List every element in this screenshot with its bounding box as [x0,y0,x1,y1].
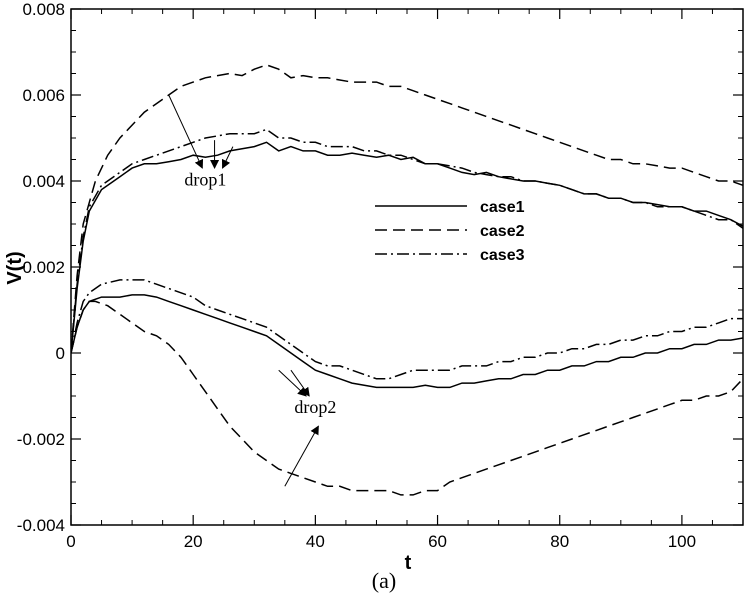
annotation-arrow-drop2 [290,369,310,397]
x-tick-label: 60 [428,532,447,551]
x-tick-label: 100 [668,532,696,551]
x-tick-label: 0 [66,532,75,551]
annotation-label-drop2: drop2 [294,397,336,417]
y-tick-label: 0.002 [22,258,65,277]
plot-frame [70,8,744,526]
legend-label-case3: case3 [480,247,525,264]
series-line-case3-drop1 [71,128,743,354]
figure-caption: (a) [372,568,396,593]
legend-label-case1: case1 [480,199,525,216]
legend: case1 case2 case3 [375,199,525,264]
y-tick-label: -0.004 [17,516,65,535]
y-tick-label: 0 [56,344,65,363]
annotation-arrow-drop1 [221,146,234,169]
annotation-arrow-drop2 [284,425,319,487]
y-tick-label: 0.006 [22,86,65,105]
x-axis-title: t [405,552,412,574]
series-line-case1-drop1 [71,141,743,354]
annotation-label-drop1: drop1 [184,169,226,189]
y-tick-label: 0.008 [22,0,65,19]
x-tick-label: 40 [306,532,325,551]
annotation-arrow-drop1 [168,94,204,169]
series-line-case3-drop2 [71,279,743,380]
series-line-case2-drop2 [71,300,743,496]
legend-label-case2: case2 [480,223,525,240]
x-tick-label: 20 [184,532,203,551]
y-tick-label: 0.004 [22,172,65,191]
x-tick-label: 80 [550,532,569,551]
y-tick-label: -0.002 [17,430,65,449]
series-line-case1-drop2 [71,294,743,389]
series-line-case2-drop1 [71,64,743,354]
y-axis-title: V(t) [4,251,26,284]
annotation-arrow-drop2 [278,369,307,397]
